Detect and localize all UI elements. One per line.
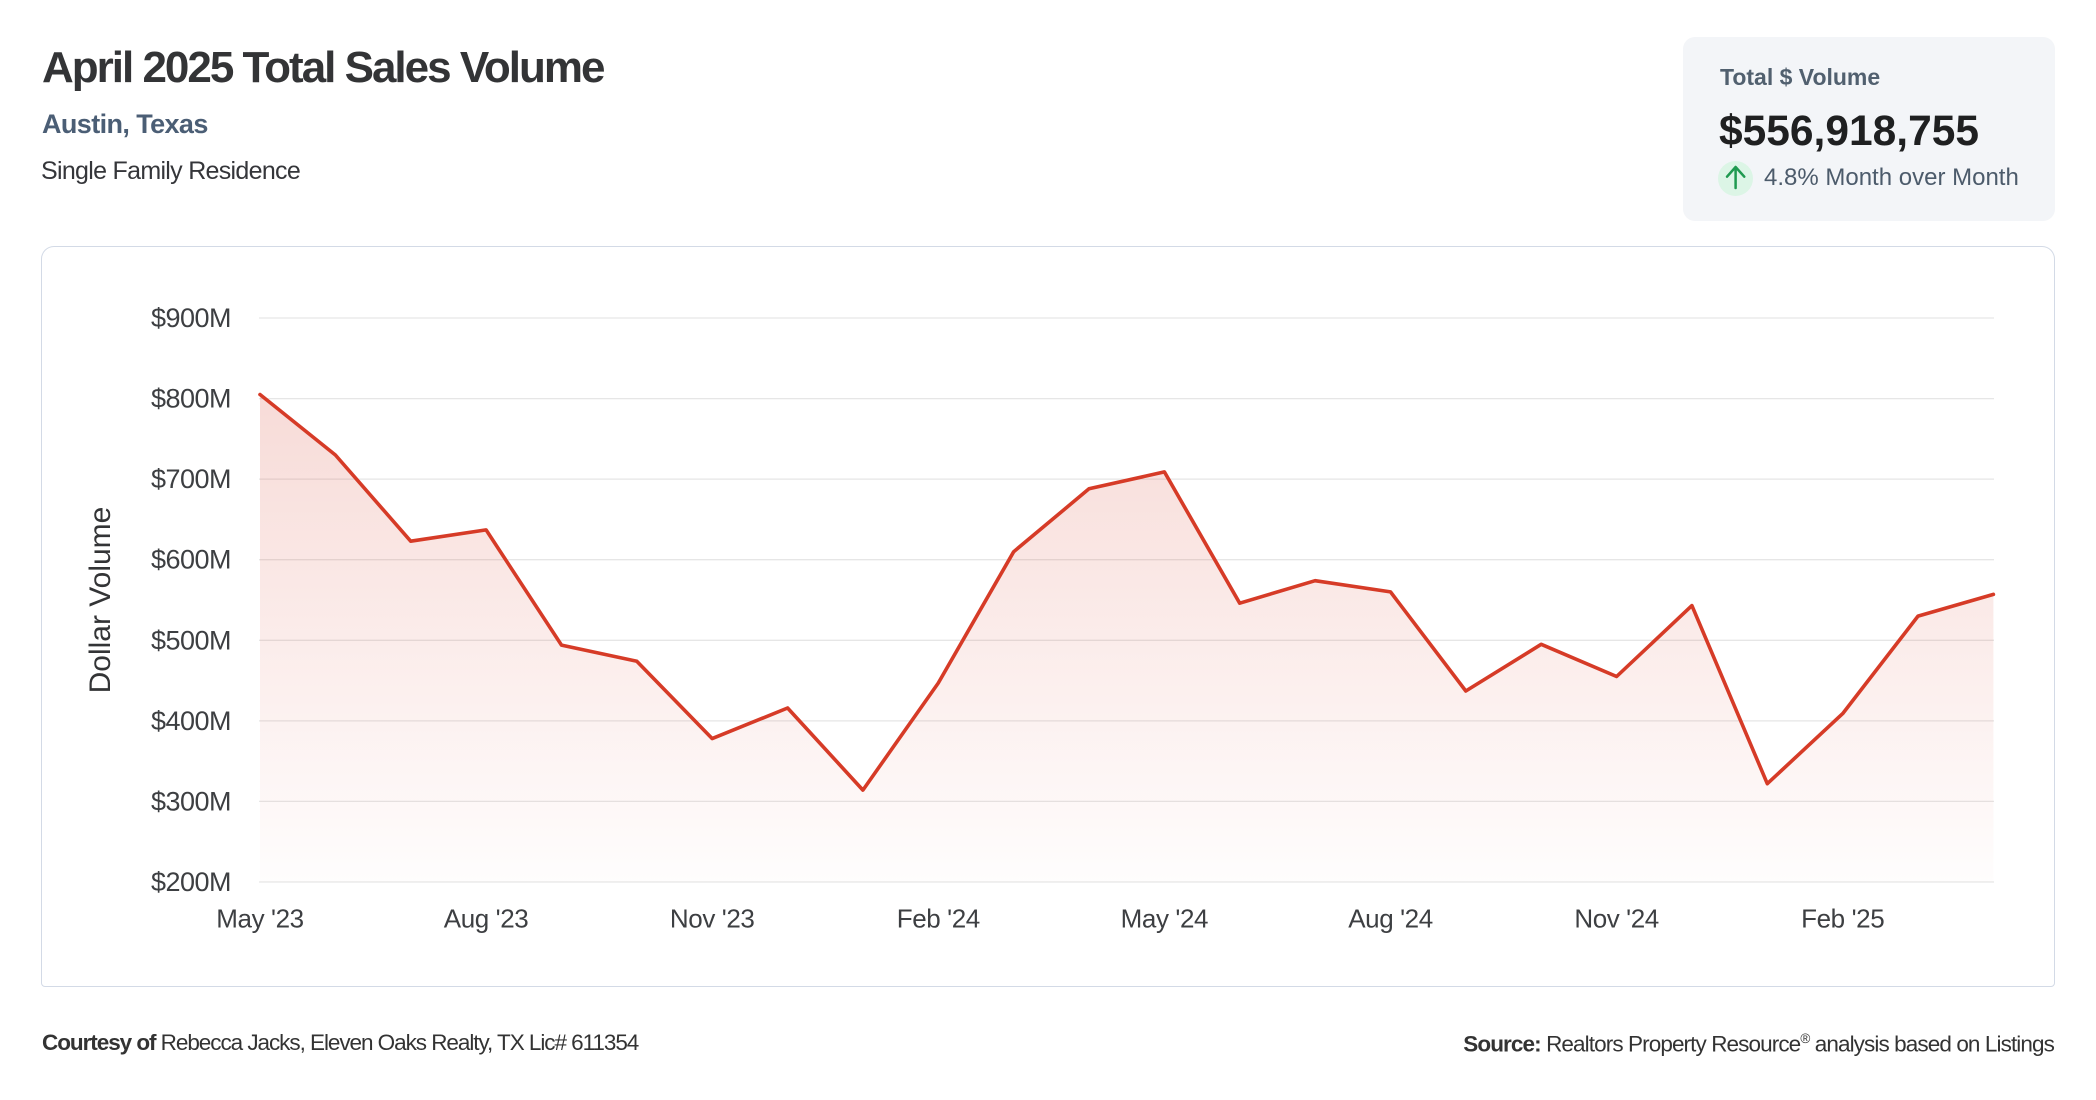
- svg-text:May '23: May '23: [216, 904, 303, 934]
- svg-text:Aug '24: Aug '24: [1348, 904, 1433, 934]
- svg-text:Nov '24: Nov '24: [1574, 904, 1659, 934]
- svg-text:Nov '23: Nov '23: [670, 904, 755, 934]
- svg-text:$300M: $300M: [151, 786, 231, 816]
- svg-text:$700M: $700M: [151, 464, 231, 494]
- svg-text:$600M: $600M: [151, 545, 231, 575]
- svg-text:Aug '23: Aug '23: [444, 904, 529, 934]
- svg-text:$400M: $400M: [151, 706, 231, 736]
- svg-text:Feb '24: Feb '24: [897, 904, 980, 934]
- svg-text:$800M: $800M: [151, 384, 231, 414]
- svg-text:$500M: $500M: [151, 625, 231, 655]
- svg-text:May '24: May '24: [1121, 904, 1208, 934]
- svg-text:$200M: $200M: [151, 867, 231, 897]
- svg-text:Dollar Volume: Dollar Volume: [84, 507, 117, 694]
- svg-text:$900M: $900M: [151, 303, 231, 333]
- svg-text:Feb '25: Feb '25: [1801, 904, 1884, 934]
